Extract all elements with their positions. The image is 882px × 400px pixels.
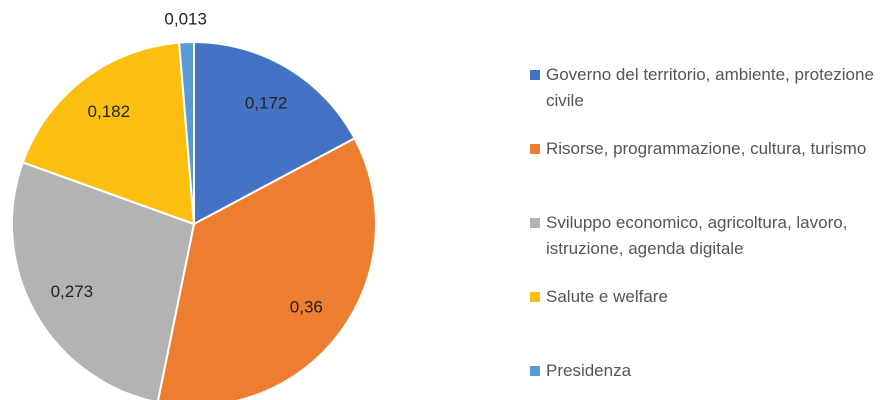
pie-slice [11,161,196,400]
legend-label: Risorse, programmazione, cultura, turism… [546,139,867,158]
pie-slice [178,40,195,225]
legend-item: Risorse, programmazione, cultura, turism… [530,136,880,162]
data-label: 0,013 [164,10,207,29]
pie-slice [193,40,356,226]
pie-slice [157,136,377,400]
pie-slice [21,41,196,226]
legend-label: Governo del territorio, ambiente, protez… [546,65,874,110]
legend-label: Sviluppo economico, agricoltura, lavoro,… [546,213,848,258]
legend-item: Governo del territorio, ambiente, protez… [530,62,880,114]
legend-swatch [530,292,540,302]
data-label: 0,172 [245,93,288,112]
legend-swatch [530,218,540,228]
legend-item: Sviluppo economico, agricoltura, lavoro,… [530,210,880,262]
data-label: 0,36 [290,297,323,316]
legend-label: Presidenza [546,361,632,380]
legend-label: Salute e welfare [546,287,668,306]
legend-item: Salute e welfare [530,284,880,310]
legend-item: Presidenza [530,358,880,384]
legend-swatch [530,70,540,80]
legend-swatch [530,366,540,376]
legend-swatch [530,144,540,154]
data-label: 0,273 [51,282,94,301]
data-label: 0,182 [88,102,131,121]
